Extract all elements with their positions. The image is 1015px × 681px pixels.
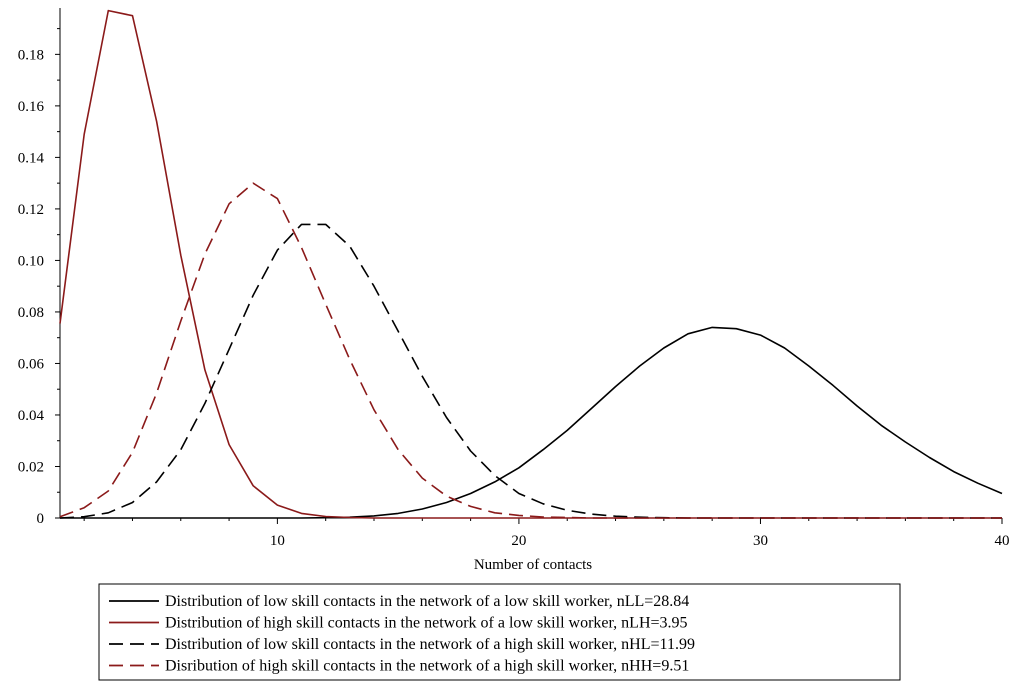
y-tick-label: 0.02	[18, 459, 44, 475]
series-line-1	[60, 326, 1003, 519]
x-tick-label: 10	[270, 533, 285, 549]
y-tick-label: 0.12	[18, 202, 44, 218]
x-tick-label: 30	[753, 533, 768, 549]
y-tick-label: 0.08	[18, 305, 44, 321]
series-line-3	[59, 223, 1002, 519]
legend-box	[98, 583, 901, 681]
legend-entry: Distribution of low skill contacts in th…	[165, 636, 695, 653]
legend-entry: Distribution of high skill contacts in t…	[165, 615, 688, 632]
y-tick-label: 0.04	[18, 408, 45, 424]
series-line-4	[59, 182, 1002, 519]
legend-entry: Distribution of low skill contacts in th…	[165, 593, 689, 610]
series-layer	[59, 9, 1003, 519]
x-tick-label: 20	[511, 533, 526, 549]
x-axis-label: Number of contacts	[474, 557, 592, 573]
y-tick-label: 0	[37, 511, 45, 527]
y-tick-label: 0.14	[18, 150, 45, 166]
y-tick-label: 0.10	[18, 253, 44, 269]
x-tick-label: 40	[995, 533, 1010, 549]
y-tick-label: 0.16	[18, 99, 45, 115]
y-tick-label: 0.06	[18, 356, 45, 372]
legend-entry: Disribution of high skill contacts in th…	[165, 658, 689, 675]
legend: Distribution of low skill contacts in th…	[98, 583, 901, 681]
y-tick-label: 0.18	[18, 47, 44, 63]
axes: 0 0.02 0.04 0.06 0.08 0.10 0.12 0.14 0.16 0.18 10 2…	[18, 8, 1010, 549]
